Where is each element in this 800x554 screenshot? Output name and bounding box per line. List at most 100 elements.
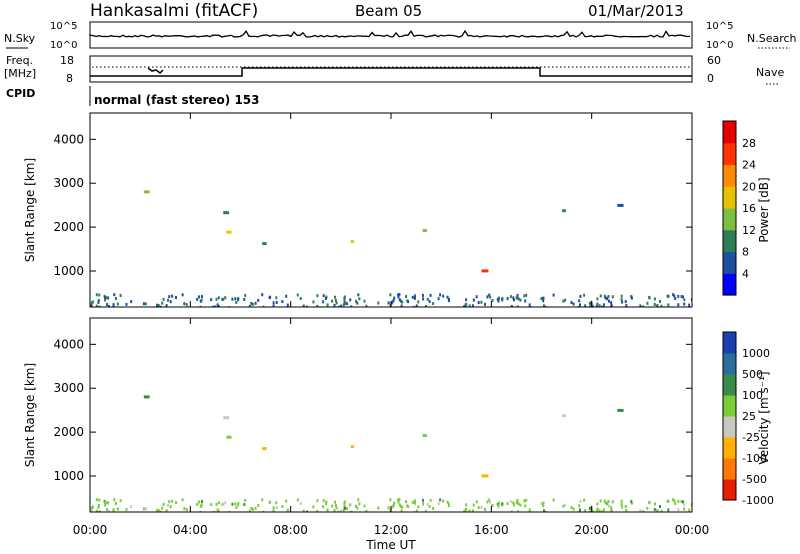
cpid-label: CPID — [6, 87, 35, 100]
freq-label-1: Freq. — [6, 54, 33, 67]
power-echo-cell — [677, 303, 680, 307]
velocity-echo-cell — [286, 508, 289, 512]
power-echo-cell — [610, 301, 613, 305]
power-echo-cell — [598, 304, 601, 307]
velocity-echo-cell — [201, 500, 203, 504]
velocity-echo-cell — [413, 499, 416, 503]
velocity-echo-cell — [91, 505, 94, 509]
velocity-echo-cell — [648, 501, 651, 505]
power-echo-cell — [498, 296, 501, 300]
power-echo-cell — [106, 296, 109, 300]
velocity-colorbar: 1000 500 100 25 -25 -100 -500 -1000 — [722, 331, 774, 507]
velocity-echo-cell — [417, 505, 420, 509]
velocity-echo-cell — [562, 504, 565, 508]
velocity-echo-cell — [355, 504, 357, 508]
power-echo-cell — [335, 301, 338, 305]
x-axis-ticks: 00:00 04:00 08:00 12:00 16:00 20:00 00:00 — [73, 113, 709, 537]
power-echo-cell — [322, 300, 325, 304]
velocity-echo-cell — [489, 500, 492, 504]
velocity-echo-cell — [544, 510, 547, 512]
colorbar-tick-label: -100 — [742, 452, 767, 465]
power-echo-cell — [226, 230, 232, 234]
power-echo-cell — [243, 298, 246, 301]
power-echo-cell — [302, 304, 305, 307]
noise-sky-line — [89, 29, 691, 38]
velocity-echo-cell — [213, 510, 216, 512]
velocity-echo-cell — [343, 500, 346, 504]
velocity-echo-cell — [437, 502, 440, 506]
power-echo-cell — [231, 297, 234, 301]
velocity-echo-cell — [599, 499, 602, 503]
velocity-echo-cell — [510, 510, 513, 512]
power-echo-cell — [196, 297, 199, 301]
velocity-echo-cell — [167, 503, 169, 507]
velocity-echo-cell — [624, 505, 627, 509]
velocity-echo-cell — [578, 504, 581, 508]
power-echo-cell — [524, 299, 527, 303]
power-echo-cell — [167, 298, 169, 302]
colorbar-segment — [723, 332, 736, 354]
power-echo-cell — [667, 295, 670, 298]
velocity-echo-cell — [562, 414, 566, 418]
freq-label-2: [MHz] — [4, 67, 36, 80]
velocity-echo-cell — [653, 502, 656, 506]
velocity-echo-cell — [519, 503, 522, 507]
power-echo-cell — [262, 305, 265, 307]
velocity-echo-cell — [106, 508, 109, 511]
colorbar-tick-label: 500 — [742, 368, 763, 381]
velocity-echo-cell — [552, 498, 555, 502]
velocity-echo-cell — [674, 502, 677, 505]
power-echo-cell — [552, 293, 555, 297]
power-echo-cell — [355, 299, 357, 303]
velocity-echo-cell — [169, 505, 172, 509]
x-tick-label: 16:00 — [474, 523, 509, 537]
velocity-echo-cell — [159, 510, 162, 512]
power-echo-cell — [400, 304, 403, 307]
power-echo-cell — [312, 300, 315, 304]
power-echo-cell — [223, 211, 230, 215]
nave-tick-bottom: 0 — [707, 72, 714, 85]
colorbar-segment — [723, 164, 736, 187]
velocity-echo-cell — [356, 506, 359, 510]
date-title: 01/Mar/2013 — [588, 2, 684, 20]
velocity-echo-cell — [161, 506, 164, 510]
velocity-echo-cell — [261, 498, 264, 502]
power-echo-cell — [562, 209, 566, 213]
power-echo-cell — [595, 305, 598, 307]
power-echo-cell — [306, 305, 308, 307]
power-echo-cell — [413, 305, 416, 307]
power-echo-cell — [119, 294, 122, 297]
velocity-echo-cell — [130, 505, 133, 509]
y-tick-label: 4000 — [53, 337, 84, 351]
velocity-echo-cell — [656, 509, 659, 512]
power-echo-cell — [98, 293, 101, 297]
velocity-echo-cell — [682, 500, 684, 504]
power-echo-cell — [472, 298, 475, 302]
power-echo-cell — [343, 301, 346, 305]
colorbar-tick-label: -1000 — [742, 494, 774, 507]
power-echo-cell — [424, 305, 427, 307]
velocity-echo-cell — [620, 503, 623, 506]
power-echo-cell — [484, 302, 486, 306]
freq-panel-frame — [89, 55, 693, 83]
power-echo-cell — [316, 294, 319, 298]
power-echo-cell — [356, 301, 359, 305]
velocity-echo-cell — [217, 509, 220, 512]
power-echo-cell — [570, 301, 573, 304]
power-echo-cell — [439, 293, 442, 297]
power-echo-cell — [611, 295, 614, 299]
velocity-echo-cell — [607, 500, 610, 503]
velocity-echo-cell — [690, 503, 692, 506]
power-echo-cell — [680, 295, 683, 298]
velocity-echo-cell — [363, 504, 366, 508]
velocity-echo-cell — [602, 508, 605, 512]
power-echo-cell — [113, 293, 116, 297]
power-echo-cell — [275, 301, 278, 304]
velocity-echo-cell — [646, 506, 649, 510]
power-echo-cell — [513, 298, 515, 302]
velocity-echo-cell — [673, 499, 676, 503]
velocity-echo-cell — [488, 498, 491, 502]
velocity-echo-cell — [125, 507, 128, 511]
velocity-echo-cell — [422, 498, 424, 502]
velocity-echo-cell — [407, 505, 410, 509]
